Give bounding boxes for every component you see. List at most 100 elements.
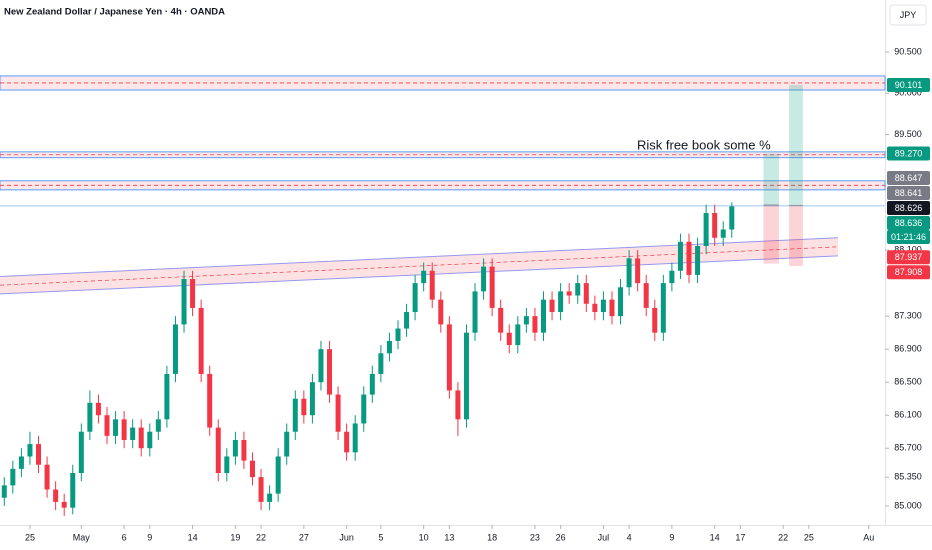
candle-body	[53, 489, 59, 502]
x-tick-label: 14	[188, 532, 198, 542]
candle-body	[249, 460, 255, 478]
candle-body	[695, 245, 701, 275]
candle-body	[729, 206, 735, 230]
x-tick-label: 9	[147, 532, 152, 542]
candle-body	[463, 332, 469, 420]
candle-body	[301, 398, 307, 416]
candle-body	[164, 373, 170, 420]
candle-body	[421, 270, 427, 284]
annotation: Risk free book some %	[637, 137, 771, 152]
price-label: 90.101	[895, 80, 923, 90]
price-label: 88.636	[895, 218, 923, 228]
position-stop	[763, 204, 779, 264]
candle-body	[36, 444, 42, 465]
candle-body	[566, 291, 572, 296]
candle-body	[198, 307, 204, 374]
candle-body	[549, 299, 555, 313]
countdown: 01:21:46	[891, 232, 926, 242]
candle-body	[498, 307, 504, 333]
x-tick-label: 5	[378, 532, 383, 542]
price-label-box	[887, 200, 930, 215]
candle-body	[181, 279, 187, 325]
candle-body	[138, 427, 144, 449]
candle-body	[558, 291, 564, 313]
price-label-box	[887, 146, 930, 161]
x-tick-label: 27	[299, 532, 309, 542]
x-tick-label: 17	[735, 532, 745, 542]
axes: 90.500 90.000 89.500 88.100 87.300 86.900 86.5…	[25, 46, 930, 542]
position-target	[789, 84, 803, 206]
candle-body	[27, 444, 33, 457]
candle-body	[1, 485, 7, 498]
candle-body	[575, 283, 581, 296]
price-label-box	[887, 170, 930, 185]
candle-body	[70, 472, 76, 508]
candle-body	[44, 464, 50, 490]
candle-body	[686, 241, 692, 275]
countdown-box	[887, 229, 930, 244]
x-tick-label: 4	[627, 532, 632, 542]
candle-body	[318, 349, 324, 383]
candle-body	[677, 241, 683, 271]
price-label-box	[887, 215, 930, 230]
candle-body	[172, 324, 178, 374]
candle-body	[215, 427, 221, 473]
y-tick-label: 89.500	[894, 129, 922, 139]
x-tick-label: 14	[710, 532, 720, 542]
x-tick-label: 18	[487, 532, 497, 542]
candle-body	[267, 493, 273, 502]
y-tick-label: 90.000	[894, 88, 922, 98]
candle-body	[147, 431, 153, 449]
candle-body	[386, 340, 392, 354]
candle-body	[224, 456, 230, 473]
candle-body	[660, 283, 666, 333]
y-tick-label: 90.500	[894, 46, 922, 56]
y-tick-label: 87.300	[894, 311, 922, 321]
candle-body	[155, 419, 161, 432]
candle-body	[446, 324, 452, 391]
candle-body	[113, 419, 119, 436]
candle-body	[540, 299, 546, 333]
candle-body	[583, 283, 589, 304]
plot-area: Risk free book some %	[0, 75, 886, 516]
price-label: 87.908	[895, 267, 923, 277]
x-tick-label: May	[73, 532, 91, 542]
y-tick-label: 86.900	[894, 344, 922, 354]
price-label-box	[887, 265, 930, 280]
price-label-box	[887, 250, 930, 265]
candle-body	[652, 307, 658, 333]
position-target	[763, 153, 779, 205]
candle-body	[455, 390, 461, 420]
candle-body	[275, 456, 281, 494]
candle-body	[378, 353, 384, 374]
x-tick-label: 22	[778, 532, 788, 542]
candle-body	[404, 312, 410, 329]
price-label: 87.937	[895, 252, 923, 262]
candle-body	[712, 212, 718, 238]
candle-body	[284, 431, 290, 457]
price-label-box	[887, 77, 930, 92]
candle-body	[592, 303, 598, 313]
x-tick-label: Jul	[598, 532, 610, 542]
candle-body	[643, 283, 649, 308]
x-tick-label: 22	[256, 532, 266, 542]
candle-body	[618, 287, 624, 317]
candle-body	[190, 279, 196, 308]
candle-body	[87, 402, 93, 432]
y-tick-label: 85.350	[894, 471, 922, 481]
candle-body	[361, 394, 367, 424]
candle-body	[207, 373, 213, 428]
position-stop	[789, 205, 803, 266]
candle-body	[515, 324, 521, 346]
x-tick-label: 23	[530, 532, 540, 542]
x-tick-label: Jun	[339, 532, 354, 542]
candle-body	[703, 212, 709, 246]
candle-body	[506, 332, 512, 346]
candle-body	[669, 270, 675, 284]
candle-body	[472, 291, 478, 333]
currency-box[interactable]	[889, 4, 927, 26]
candle-body	[78, 431, 84, 473]
candle-body	[369, 373, 375, 395]
candle-body	[626, 258, 632, 288]
